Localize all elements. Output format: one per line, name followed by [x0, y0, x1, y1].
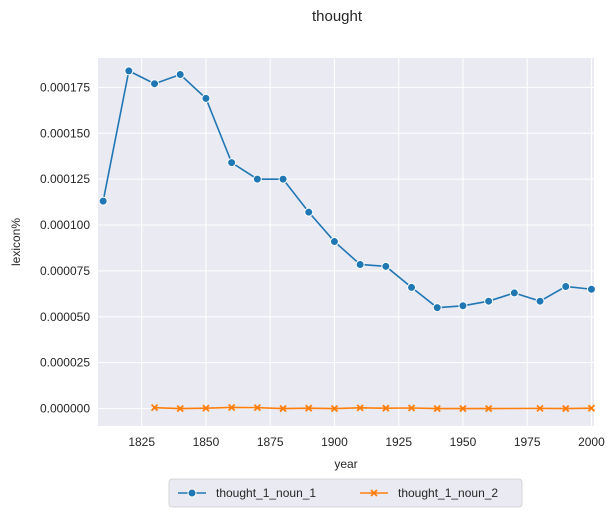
x-tick-label: 1900 [321, 435, 348, 449]
data-point-thought_1_noun_1 [432, 303, 442, 313]
x-tick-label: 1925 [385, 435, 412, 449]
data-point-thought_1_noun_2 [536, 404, 544, 413]
x-tick-label: 1850 [193, 435, 220, 449]
data-point-thought_1_noun_1 [124, 66, 134, 76]
axis-ticks: 1825 1850 1875 1900 1925 1950 1975 2000 0.000000… [40, 80, 605, 449]
data-point-thought_1_noun_2 [433, 404, 441, 413]
data-point-thought_1_noun_2 [305, 404, 313, 412]
legend-box [168, 478, 523, 508]
y-tick-label: 0.000150 [40, 126, 90, 140]
data-point-thought_1_noun_2 [407, 404, 416, 412]
data-point-thought_1_noun_1 [509, 288, 519, 298]
data-point-legend [187, 488, 197, 498]
data-point-legend [370, 489, 378, 497]
grid-lines [98, 58, 594, 426]
data-point-thought_1_noun_2 [459, 404, 467, 413]
data-point-thought_1_noun_1 [355, 259, 365, 269]
chart-title: thought [312, 8, 363, 25]
x-axis-label: year [334, 457, 357, 471]
data-point-thought_1_noun_2 [202, 404, 210, 412]
data-point-thought_1_noun_1 [329, 237, 339, 247]
data-point-thought_1_noun_2 [253, 404, 261, 412]
data-point-thought_1_noun_2 [356, 404, 364, 412]
data-point-thought_1_noun_2 [176, 404, 184, 413]
data-point-thought_1_noun_1 [227, 158, 237, 168]
y-axis-label: lexicon% [9, 218, 23, 266]
plot-background [98, 58, 594, 426]
data-point-thought_1_noun_1 [586, 284, 596, 294]
x-tick-label: 1825 [128, 435, 155, 449]
data-point-thought_1_noun_1 [381, 261, 391, 271]
legend-entry-thought_1_noun_2: thought_1_noun_2 [360, 486, 498, 500]
data-point-thought_1_noun_1 [175, 70, 185, 80]
data-point-thought_1_noun_2 [150, 404, 159, 412]
data-point-thought_1_noun_2 [562, 404, 570, 413]
y-tick-label: 0.000050 [40, 310, 90, 324]
data-point-thought_1_noun_1 [201, 93, 211, 103]
data-point-thought_1_noun_1 [458, 301, 468, 311]
data-point-thought_1_noun_2 [228, 403, 236, 412]
legend-items: thought_1_noun_1 thought_1_noun_2 [178, 486, 498, 500]
series-lines [98, 66, 596, 413]
legend-entry-thought_1_noun_1: thought_1_noun_1 [178, 486, 316, 500]
legend-label: thought_1_noun_2 [398, 486, 498, 500]
data-point-thought_1_noun_1 [278, 174, 288, 184]
data-point-thought_1_noun_1 [535, 296, 545, 306]
data-point-thought_1_noun_1 [98, 196, 108, 206]
data-point-thought_1_noun_2 [330, 404, 339, 413]
y-tick-label: 0.000025 [40, 356, 90, 370]
x-tick-label: 1950 [450, 435, 477, 449]
data-point-thought_1_noun_2 [587, 404, 596, 412]
data-point-thought_1_noun_2 [279, 404, 287, 413]
data-point-thought_1_noun_1 [561, 282, 571, 292]
x-tick-label: 1975 [514, 435, 541, 449]
data-point-thought_1_noun_1 [150, 79, 160, 89]
y-tick-label: 0.000100 [40, 218, 90, 232]
data-point-thought_1_noun_1 [484, 296, 494, 306]
data-point-thought_1_noun_1 [252, 174, 262, 184]
y-tick-label: 0.000175 [40, 80, 90, 94]
data-point-thought_1_noun_1 [304, 207, 314, 217]
y-tick-label: 0.000125 [40, 172, 90, 186]
x-tick-label: 2000 [578, 435, 605, 449]
y-tick-label: 0.000075 [40, 264, 90, 278]
x-tick-label: 1875 [257, 435, 284, 449]
y-tick-label: 0.000000 [40, 402, 90, 416]
legend: thought_1_noun_1 thought_1_noun_2 [168, 478, 523, 508]
data-point-thought_1_noun_2 [484, 404, 493, 413]
data-point-thought_1_noun_2 [382, 404, 390, 412]
legend-label: thought_1_noun_1 [216, 486, 316, 500]
data-point-thought_1_noun_1 [407, 282, 417, 292]
